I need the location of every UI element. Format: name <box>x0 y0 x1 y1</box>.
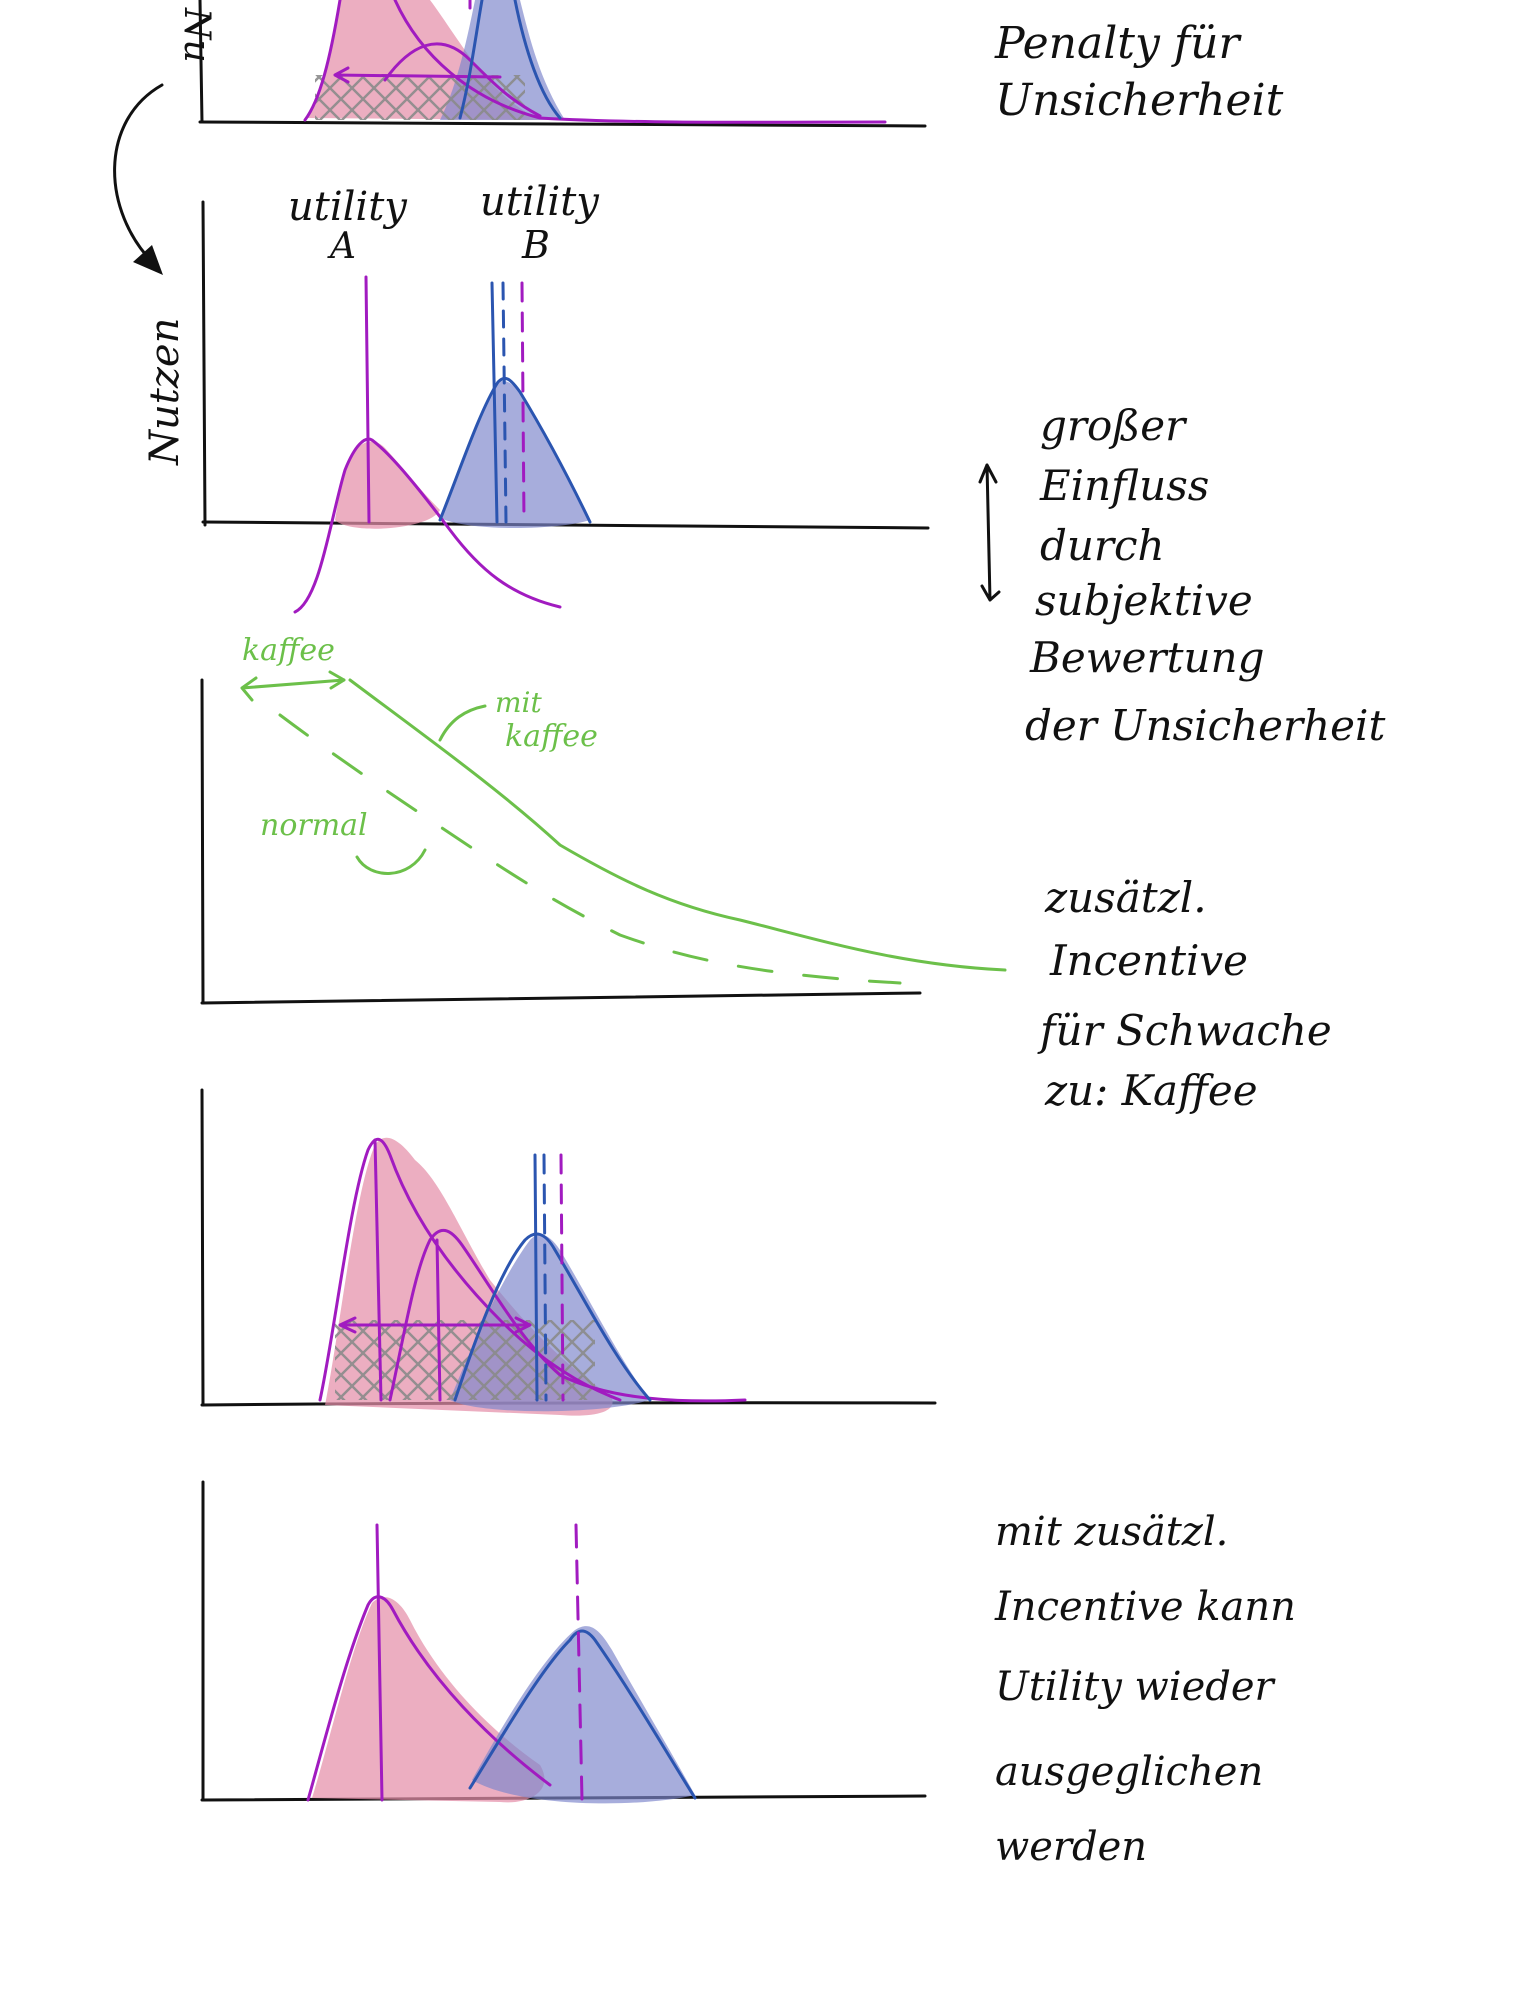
panel-1-curve-a <box>303 0 342 122</box>
panel-3: kaffee mit kaffee normal zusätzl. Incent… <box>200 633 1332 1115</box>
panel-3-curve-normal <box>278 713 902 985</box>
panel-2-note-line-2: Einfluss <box>1039 461 1209 510</box>
panel-1-note-line-1: Penalty für <box>994 18 1242 69</box>
panel-4-vline-b <box>533 1153 539 1402</box>
panel-2-curve-b <box>438 376 592 524</box>
panel-3-note-line-3: für Schwache <box>1037 1006 1332 1055</box>
utility-b-shift-dash <box>520 281 526 524</box>
panel-5-curve-a <box>306 1595 552 1802</box>
panel-5-note-line-1: mit zusätzl. <box>995 1509 1228 1555</box>
panel-5-pink-fill <box>312 1597 545 1803</box>
panel-5-vline-a <box>375 1523 384 1802</box>
panel-2-blue-fill <box>440 380 590 528</box>
utility-b-label: utility <box>480 179 600 225</box>
axis-label-nutzen: Nutzen <box>142 318 188 466</box>
panel-1-x-axis <box>198 120 927 128</box>
panel-2: Nutzen utility A utility B großer Einflu… <box>142 179 1385 750</box>
panel-4-hatch <box>335 1320 595 1400</box>
panel-5: mit zusätzl. Incentive kann Utility wied… <box>200 1480 1296 1870</box>
panel-5-curve-b <box>468 1629 697 1800</box>
panel-3-y-axis <box>200 678 205 1005</box>
panel-4-curve-b <box>453 1232 652 1402</box>
panel-2-curve-a <box>293 437 562 614</box>
panel-1-note: Penalty für Unsicherheit <box>994 18 1284 126</box>
panel-2-pink-fill <box>335 441 440 529</box>
panel-5-note-line-3: Utility wieder <box>995 1664 1277 1710</box>
label-normal: normal <box>260 808 368 843</box>
transition-arrow <box>113 83 164 267</box>
panel-4-y-axis <box>200 1088 205 1407</box>
label-kaffee: kaffee <box>242 633 335 668</box>
panel-3-note: zusätzl. Incentive für Schwache zu: Kaff… <box>1037 873 1332 1115</box>
panel-3-note-line-1: zusätzl. <box>1044 873 1207 922</box>
panel-5-vdash <box>574 1523 584 1802</box>
panel-2-note-line-5: Bewertung <box>1029 633 1264 682</box>
panel-2-label-b: utility B <box>480 179 600 267</box>
transition-arrow-head <box>133 245 163 275</box>
panel-3-kaffee-arrow <box>240 670 346 702</box>
panel-3-normal-pointer <box>355 848 427 875</box>
panel-4-shift-arrow <box>338 1316 532 1334</box>
utility-a-label: utility <box>288 184 408 230</box>
axis-label-partial: Nu <box>176 7 217 63</box>
panel-5-note: mit zusätzl. Incentive kann Utility wied… <box>994 1509 1296 1870</box>
panel-3-curve-mit-kaffee <box>348 678 1007 972</box>
panel-3-x-axis <box>200 991 922 1005</box>
panel-1-y-axis <box>198 0 204 124</box>
panel-2-label-a: utility A <box>288 184 408 267</box>
panel-2-note-line-4: subjektive <box>1035 576 1253 625</box>
panel-5-note-line-5: werden <box>995 1824 1147 1870</box>
label-mit-kaffee-2: kaffee <box>505 719 598 754</box>
panel-5-note-line-4: ausgeglichen <box>995 1749 1263 1795</box>
label-mit-kaffee-1: mit <box>495 686 543 719</box>
double-arrow <box>978 463 1001 602</box>
panel-1-curve-blue <box>458 0 562 120</box>
panel-1-curve-a2 <box>393 0 887 124</box>
utility-a-line <box>364 275 371 524</box>
panel-3-mit-pointer <box>438 704 487 742</box>
panel-4-vdash-shift <box>559 1153 565 1402</box>
panel-4-vline-a2 <box>435 1238 442 1402</box>
utility-b-dash <box>501 281 508 524</box>
utility-a-letter: A <box>327 226 356 267</box>
panel-4-vdash-b <box>542 1153 548 1402</box>
panel-2-note-line-6: der Unsicherheit <box>1025 701 1385 750</box>
panel-1-curve-b <box>383 42 542 118</box>
panel-2-y-axis <box>201 200 207 527</box>
panel-2-note-line-1: großer <box>1040 401 1188 450</box>
panel-5-note-line-2: Incentive kann <box>994 1584 1296 1630</box>
panel-2-note: großer Einfluss durch subjektive Bewertu… <box>978 401 1385 750</box>
panel-4 <box>200 1088 937 1416</box>
panel-3-note-line-4: zu: Kaffee <box>1044 1066 1258 1115</box>
panel-4-vline-a <box>373 1138 383 1402</box>
panel-2-note-line-3: durch <box>1040 521 1165 570</box>
panel-1-note-line-2: Unsicherheit <box>995 75 1284 126</box>
panel-1: Nu Penalty für Unsicherheit <box>113 0 1284 275</box>
panel-4-curve-a-shifted <box>388 1229 747 1403</box>
panel-1-shift-arrow <box>333 66 502 84</box>
utility-b-letter: B <box>521 223 550 267</box>
panel-3-note-line-2: Incentive <box>1049 936 1248 985</box>
utility-b-line <box>490 281 499 524</box>
panel-5-blue-fill <box>472 1626 695 1804</box>
